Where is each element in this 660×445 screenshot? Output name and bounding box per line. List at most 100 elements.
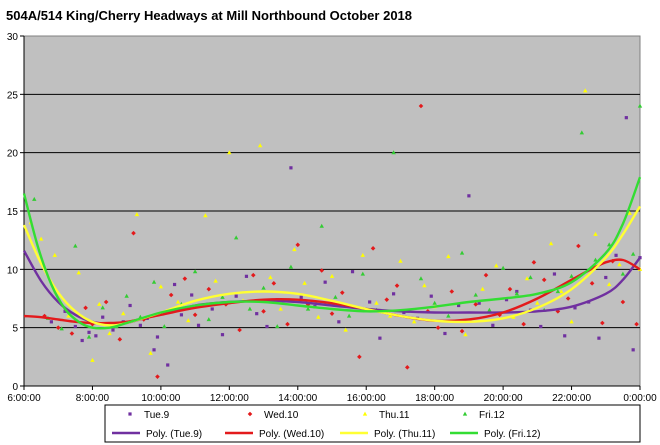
data-point [504, 298, 509, 302]
data-point [524, 276, 530, 281]
data-point [271, 281, 277, 286]
data-point [244, 274, 249, 278]
data-point [360, 271, 365, 276]
data-point [128, 303, 132, 308]
data-point [491, 323, 495, 327]
data-point [100, 305, 105, 310]
data-point [80, 338, 84, 343]
data-point [480, 286, 485, 291]
data-point [593, 231, 598, 236]
data-point [339, 290, 345, 295]
data-point [192, 312, 198, 318]
data-point [42, 313, 47, 319]
data-point [422, 283, 427, 288]
data-point [374, 300, 379, 305]
legend-label: Tue.9 [144, 410, 170, 421]
data-point [583, 88, 588, 93]
data-point [162, 324, 167, 329]
data-point [398, 258, 403, 263]
data-point [630, 251, 636, 256]
y-tick-label: 0 [12, 382, 18, 393]
data-point [418, 276, 424, 281]
data-point [101, 315, 105, 319]
y-tick-label: 10 [7, 265, 19, 276]
data-point [569, 273, 574, 278]
data-point [97, 301, 102, 306]
data-point [66, 313, 71, 318]
data-point [559, 289, 564, 294]
x-tick-label: 20:00:00 [484, 393, 523, 404]
x-tick-label: 12:00:00 [210, 393, 249, 404]
data-point [295, 242, 301, 248]
legend-label: Wed.10 [264, 410, 299, 421]
legend-marker [362, 411, 368, 416]
data-point [548, 241, 554, 246]
data-point [443, 331, 447, 336]
data-point [576, 243, 581, 249]
data-point [305, 306, 311, 311]
y-tick-label: 25 [7, 90, 19, 101]
legend-marker [247, 411, 253, 417]
y-tick-label: 20 [7, 149, 19, 160]
data-point [261, 309, 266, 314]
data-point [73, 324, 77, 329]
data-point [449, 289, 455, 294]
data-point [573, 306, 577, 310]
data-point [288, 264, 294, 269]
data-point [59, 326, 64, 331]
data-point [368, 300, 372, 304]
data-point [620, 271, 626, 276]
data-point [624, 116, 628, 120]
data-point [278, 306, 283, 311]
data-point [404, 365, 410, 370]
data-point [250, 272, 256, 278]
x-axis-tick-labels: 6:00:00 8:00:00 10:00:00 12:00:00 14:00:00 16… [7, 386, 657, 404]
data-point [391, 150, 396, 155]
x-tick-label: 8:00:00 [76, 393, 110, 404]
data-point [166, 363, 170, 367]
data-point [210, 307, 214, 311]
data-point [350, 270, 355, 274]
data-point [565, 296, 571, 301]
data-point [111, 328, 115, 332]
data-point [220, 333, 225, 337]
data-point [151, 279, 157, 284]
legend-label: Poly. (Wed.10) [259, 429, 324, 440]
data-point [370, 246, 376, 251]
data-point [343, 327, 348, 332]
data-point [429, 294, 433, 298]
data-point [329, 311, 335, 316]
data-point [473, 292, 478, 297]
data-point [94, 334, 98, 338]
data-point [158, 284, 164, 289]
gridlines [20, 35, 640, 387]
data-point [384, 297, 390, 302]
trendlines [22, 176, 642, 330]
data-point [155, 335, 160, 339]
data-point [617, 262, 622, 267]
data-point [528, 275, 533, 280]
data-point [569, 319, 574, 324]
data-point [555, 289, 561, 294]
data-point [285, 321, 290, 327]
data-point [497, 312, 502, 318]
data-point [319, 223, 324, 228]
data-point [507, 286, 513, 292]
data-point [392, 292, 396, 296]
data-point [69, 331, 75, 336]
data-point [247, 306, 253, 311]
data-point [593, 257, 598, 262]
data-point [121, 311, 126, 316]
data-point [168, 292, 174, 298]
data-point [637, 103, 643, 108]
data-point [134, 212, 140, 217]
data-point [220, 294, 225, 299]
data-point [52, 252, 57, 257]
data-point [265, 324, 269, 329]
data-point [459, 250, 465, 255]
data-point [631, 348, 635, 352]
y-tick-label: 15 [7, 207, 19, 218]
data-point [346, 313, 352, 318]
data-point [473, 302, 479, 307]
data-point [360, 252, 365, 257]
